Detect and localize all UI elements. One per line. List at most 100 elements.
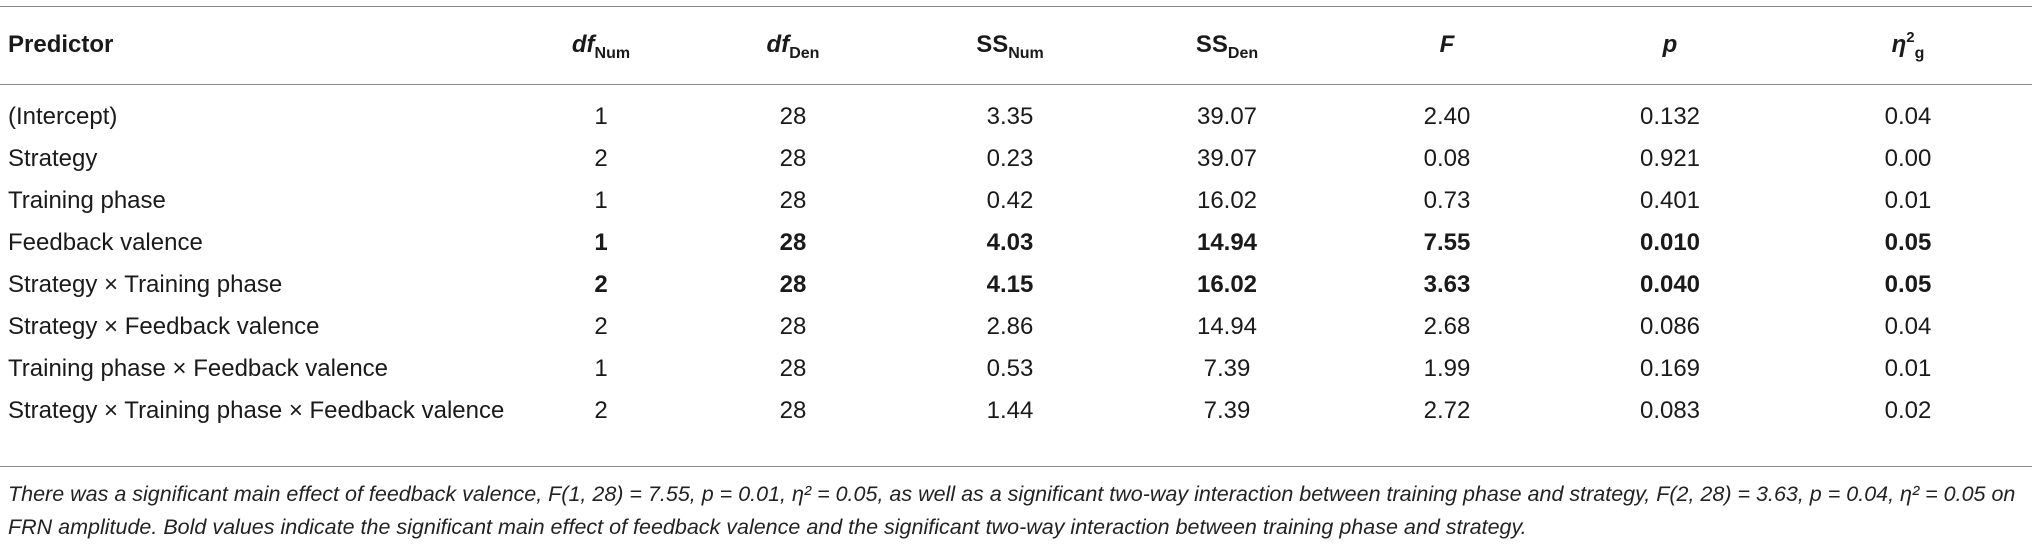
p-cell: 0.010 [1639,229,1701,256]
header-df-den-sub: Den [789,45,820,62]
p-cell: 0.132 [1639,103,1701,130]
header-predictor: Predictor [0,6,520,84]
ss-num-cell: 0.23 [986,145,1034,172]
eta-cell: 0.05 [1884,229,1932,256]
header-df-num: dfNum [520,6,682,84]
df-num-cell: 2 [594,313,608,340]
f-cell: 3.63 [1423,271,1471,298]
f-cell: 0.08 [1423,145,1471,172]
df-num-cell: 2 [594,271,608,298]
predictor-cell: Strategy [8,145,98,172]
header-ss-num: SSNum [904,6,1116,84]
f-cell: 0.73 [1423,187,1471,214]
header-ss-den-sub: Den [1227,45,1259,62]
table-row: Feedback valence 1 28 4.03 14.94 7.55 0.010 0.0… [0,224,2032,266]
header-df-den: dfDen [682,6,904,84]
eta-cell: 0.01 [1884,355,1932,382]
table-row: Training phase × Feedback valence 1 28 0.53… [0,350,2032,392]
ss-num-cell: 0.42 [986,187,1034,214]
header-predictor-main: Predictor [8,31,114,58]
table-row: Strategy × Feedback valence 2 28 2.86 14.94 2… [0,308,2032,350]
table-row: (Intercept) 1 28 3.35 39.07 2.40 0.132 0.04 [0,98,2032,140]
header-f-main: F [1439,31,1455,58]
f-cell: 2.68 [1423,313,1471,340]
bottom-rule [0,466,2032,467]
ss-den-cell: 7.39 [1203,355,1251,382]
header-eta-g-sub: g [1914,45,1925,62]
ss-den-cell: 7.39 [1203,397,1251,424]
table-row: Training phase 1 28 0.42 16.02 0.73 0.401 0.01 [0,182,2032,224]
p-cell: 0.086 [1639,313,1701,340]
header-eta-g: η2g [1784,6,2032,84]
eta-cell: 0.05 [1884,271,1932,298]
ss-num-cell: 1.44 [986,397,1034,424]
df-den-cell: 28 [779,313,807,340]
predictor-cell: Feedback valence [8,229,203,256]
header-ss-num-main: SS [976,31,1009,58]
df-den-cell: 28 [779,145,807,172]
predictor-cell: Strategy × Feedback valence [8,313,320,340]
ss-den-cell: 16.02 [1196,271,1258,298]
header-df-den-main: df [766,31,790,58]
table-row: Strategy × Training phase × Feedback val… [0,392,2032,462]
df-num-cell: 1 [594,187,608,214]
table-row: Strategy 2 28 0.23 39.07 0.08 0.921 0.00 [0,140,2032,182]
header-eta-g-main: η [1891,31,1907,58]
ss-den-cell: 14.94 [1196,229,1258,256]
table-footnote: There was a significant main effect of f… [8,482,2016,539]
p-cell: 0.083 [1639,397,1701,424]
ss-num-cell: 4.03 [986,229,1034,256]
f-cell: 2.40 [1423,103,1471,130]
df-num-cell: 1 [594,103,608,130]
p-cell: 0.169 [1639,355,1701,382]
p-cell: 0.040 [1639,271,1701,298]
eta-cell: 0.01 [1884,187,1932,214]
header-f: F [1338,6,1556,84]
ss-den-cell: 39.07 [1196,103,1258,130]
header-rule [0,84,2032,85]
ss-num-cell: 2.86 [986,313,1034,340]
predictor-cell: (Intercept) [8,103,118,130]
df-den-cell: 28 [779,103,807,130]
predictor-cell: Training phase [8,187,166,214]
header-p-main: p [1662,31,1678,58]
predictor-cell: Strategy × Training phase × Feedback val… [8,397,505,424]
header-ss-den: SSDen [1116,6,1338,84]
df-num-cell: 1 [594,355,608,382]
eta-cell: 0.04 [1884,103,1932,130]
header-df-num-main: df [571,31,595,58]
ss-den-cell: 39.07 [1196,145,1258,172]
eta-cell: 0.02 [1884,397,1932,424]
df-num-cell: 2 [594,397,608,424]
body-spacer [0,84,2032,98]
header-eta-g-sup: 2 [1906,29,1915,46]
top-rule [0,6,2032,7]
f-cell: 1.99 [1423,355,1471,382]
table-body: (Intercept) 1 28 3.35 39.07 2.40 0.132 0.04 Stra… [0,84,2032,462]
predictor-cell: Training phase × Feedback valence [8,355,389,382]
df-den-cell: 28 [779,229,807,256]
df-den-cell: 28 [779,355,807,382]
p-cell: 0.921 [1639,145,1701,172]
table-row: Strategy × Training phase 2 28 4.15 16.02 3.6… [0,266,2032,308]
ss-den-cell: 14.94 [1196,313,1258,340]
f-cell: 7.55 [1423,229,1471,256]
body-spacer-cell [0,84,2032,98]
eta-cell: 0.04 [1884,313,1932,340]
f-cell: 2.72 [1423,397,1471,424]
p-cell: 0.401 [1639,187,1701,214]
ss-num-cell: 3.35 [986,103,1034,130]
df-den-cell: 28 [779,187,807,214]
df-num-cell: 1 [594,229,608,256]
eta-cell: 0.00 [1884,145,1932,172]
header-ss-num-sub: Num [1008,45,1044,62]
df-den-cell: 28 [779,271,807,298]
header-p: p [1556,6,1784,84]
ss-num-cell: 4.15 [986,271,1034,298]
ss-den-cell: 16.02 [1196,187,1258,214]
ss-num-cell: 0.53 [986,355,1034,382]
predictor-cell: Strategy × Training phase [8,271,283,298]
